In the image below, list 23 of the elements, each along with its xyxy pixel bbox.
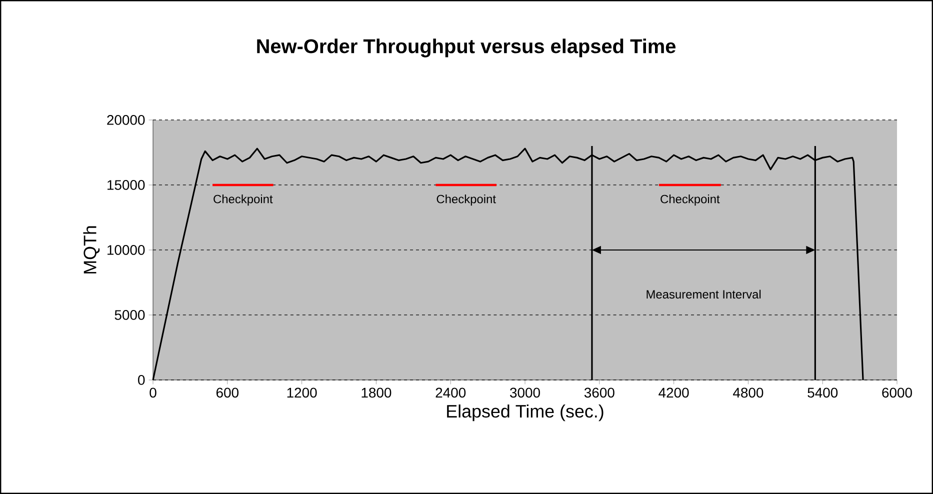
x-tick-label: 3000 (510, 388, 540, 398)
x-tick-label: 5400 (808, 388, 838, 398)
x-axis-title: Elapsed Time (sec.) (447, 404, 604, 422)
x-tick-label: 4200 (658, 388, 689, 398)
annotation: Checkpoint (436, 194, 496, 206)
chart-title: New-Order Throughput versus elapsed Time (257, 38, 676, 58)
x-tick-label: 1200 (287, 388, 317, 398)
annotation: Checkpoint (660, 194, 720, 206)
y-tick-label: 0 (138, 375, 145, 385)
x-tick-label: 3600 (584, 388, 614, 398)
annotation: Measurement Interval (646, 290, 761, 299)
y-tick-label: 10000 (108, 245, 145, 255)
y-axis-title: MQTh (83, 226, 100, 274)
y-tick-label: 20000 (107, 115, 145, 125)
x-tick-label: 6000 (882, 388, 912, 398)
x-tick-label: 600 (216, 388, 238, 398)
y-tick-label: 15000 (108, 180, 145, 190)
x-tick-label: 1800 (362, 388, 392, 398)
annotation: Checkpoint (214, 194, 273, 206)
x-tick-label: 2400 (436, 388, 466, 398)
y-tick-label: 5000 (114, 310, 145, 320)
x-tick-label: 4800 (733, 388, 764, 398)
x-tick-label: 0 (150, 388, 156, 398)
